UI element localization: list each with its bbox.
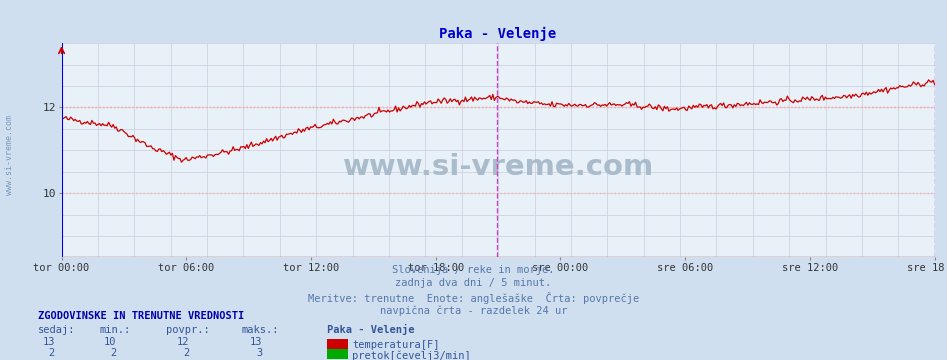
Text: navpična črta - razdelek 24 ur: navpična črta - razdelek 24 ur bbox=[380, 306, 567, 316]
Text: www.si-vreme.com: www.si-vreme.com bbox=[343, 153, 653, 181]
Text: www.si-vreme.com: www.si-vreme.com bbox=[5, 115, 14, 195]
Text: 3: 3 bbox=[256, 348, 262, 358]
Text: temperatura[F]: temperatura[F] bbox=[352, 340, 439, 350]
Text: pretok[čevelj3/min]: pretok[čevelj3/min] bbox=[352, 350, 471, 360]
Text: maks.:: maks.: bbox=[241, 325, 279, 335]
Text: zadnja dva dni / 5 minut.: zadnja dva dni / 5 minut. bbox=[396, 278, 551, 288]
Title: Paka - Velenje: Paka - Velenje bbox=[439, 27, 557, 41]
Text: min.:: min.: bbox=[99, 325, 131, 335]
Text: 13: 13 bbox=[250, 337, 262, 347]
Text: Meritve: trenutne  Enote: anglešaške  Črta: povprečje: Meritve: trenutne Enote: anglešaške Črta… bbox=[308, 292, 639, 304]
Text: 12: 12 bbox=[177, 337, 189, 347]
Text: 13: 13 bbox=[43, 337, 55, 347]
Text: 2: 2 bbox=[110, 348, 116, 358]
Text: Paka - Velenje: Paka - Velenje bbox=[327, 324, 414, 335]
Text: sedaj:: sedaj: bbox=[38, 325, 76, 335]
Text: 10: 10 bbox=[104, 337, 116, 347]
Text: ZGODOVINSKE IN TRENUTNE VREDNOSTI: ZGODOVINSKE IN TRENUTNE VREDNOSTI bbox=[38, 311, 244, 321]
Text: 2: 2 bbox=[48, 348, 55, 358]
Text: 2: 2 bbox=[183, 348, 189, 358]
Text: povpr.:: povpr.: bbox=[166, 325, 209, 335]
Text: Slovenija / reke in morje.: Slovenija / reke in morje. bbox=[392, 265, 555, 275]
